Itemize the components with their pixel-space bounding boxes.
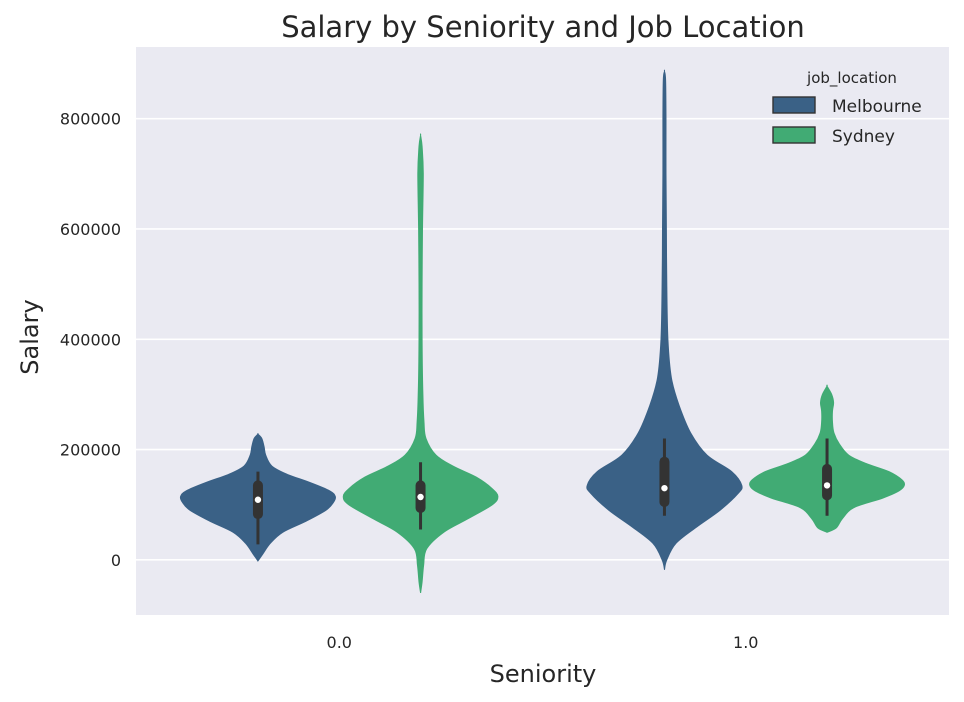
median-point-sydney-0-0: [417, 493, 424, 501]
median-point-sydney-1-0: [823, 482, 831, 489]
y-tick-label: 800000: [60, 110, 121, 129]
violins: [179, 69, 906, 593]
legend-title: job_location: [806, 69, 897, 88]
legend-swatch-melbourne: [772, 96, 816, 114]
median-point-melbourne-0-0: [254, 496, 262, 503]
y-tick-label: 400000: [60, 330, 121, 349]
y-tick-labels: 0 200000 400000 600000 800000: [60, 110, 121, 570]
y-tick-label: 0: [111, 551, 121, 570]
violin-sydney-0-0: [342, 133, 499, 593]
x-tick-labels: 0.0 1.0: [327, 633, 759, 652]
y-tick-label: 600000: [60, 220, 121, 239]
violin-melbourne-1-0: [586, 69, 743, 570]
x-tick-label: 0.0: [327, 633, 352, 652]
gridlines: [136, 117, 949, 561]
y-axis-title: Salary: [16, 299, 44, 374]
x-tick-label: 1.0: [733, 633, 758, 652]
x-axis-title: Seniority: [490, 660, 597, 688]
legend-label-melbourne: Melbourne: [832, 97, 922, 117]
legend-label-sydney: Sydney: [832, 127, 895, 147]
y-tick-label: 200000: [60, 441, 121, 460]
chart-title: Salary by Seniority and Job Location: [281, 10, 805, 44]
legend-swatch-sydney: [772, 126, 816, 144]
median-point-melbourne-1-0: [661, 484, 668, 492]
legend: job_location Melbourne Sydney: [772, 69, 922, 147]
